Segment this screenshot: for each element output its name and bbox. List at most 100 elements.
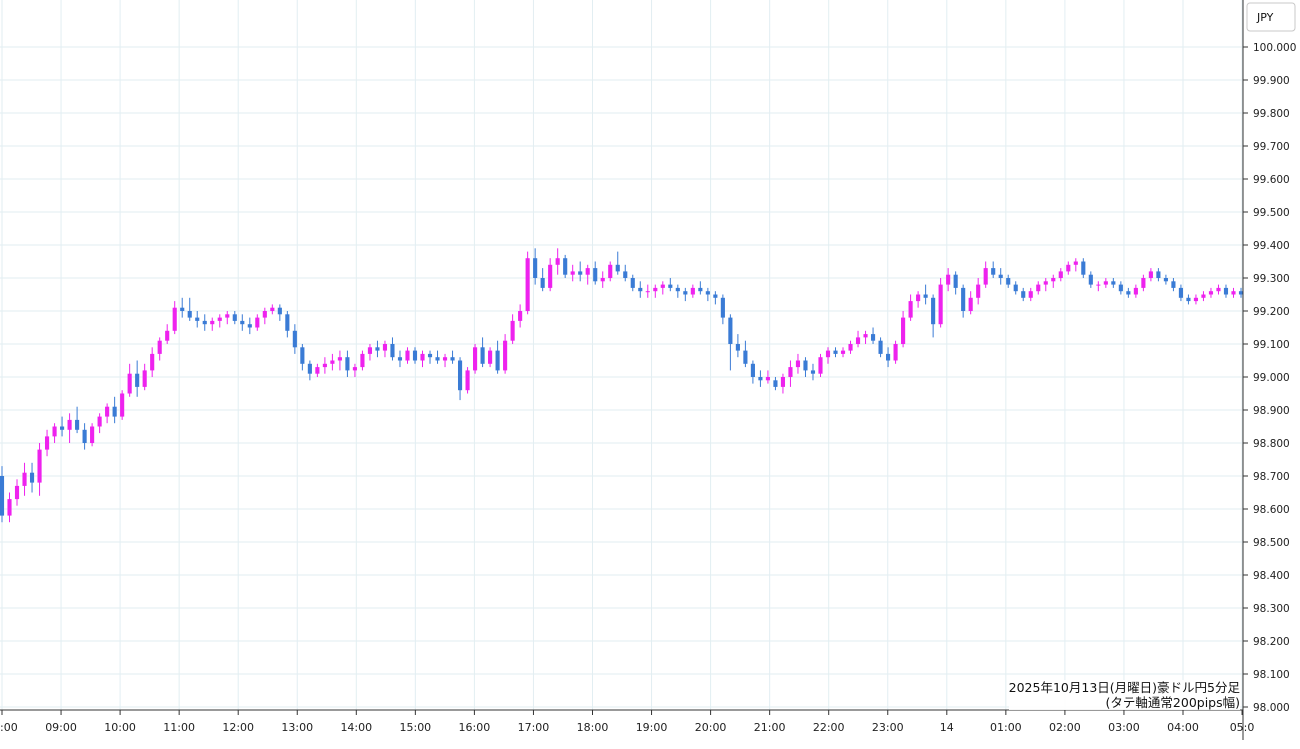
candle-body <box>728 317 733 344</box>
x-tick-label: 16:00 <box>459 721 491 734</box>
candle-body <box>60 426 65 430</box>
candle <box>480 337 485 368</box>
candle-body <box>750 363 755 377</box>
candle-body <box>525 258 530 311</box>
candle-body <box>232 314 237 321</box>
candle <box>878 337 883 358</box>
candle <box>112 396 117 424</box>
candle <box>1073 258 1078 272</box>
candle <box>728 314 733 371</box>
candle-body <box>29 472 35 483</box>
candle-body <box>1216 287 1221 292</box>
candle-body <box>375 347 380 351</box>
candle <box>983 261 988 288</box>
candle-body <box>142 370 147 387</box>
candle-body <box>277 307 282 315</box>
candle <box>330 353 335 371</box>
x-tick-label: 20:00 <box>695 721 727 734</box>
candle-body <box>97 416 102 427</box>
candle <box>52 423 57 443</box>
candle <box>623 264 628 282</box>
candle-body <box>713 294 718 298</box>
candle <box>180 297 185 318</box>
candle <box>953 271 958 295</box>
candle-body <box>150 353 155 371</box>
candle <box>705 287 710 302</box>
candle-body <box>833 350 838 354</box>
candle-body <box>653 287 658 292</box>
y-tick-label: 98.700 <box>1253 471 1290 483</box>
candle <box>1201 291 1206 302</box>
candle-body <box>1201 294 1206 298</box>
candle-body <box>330 360 335 364</box>
candle <box>247 317 252 335</box>
candle <box>465 367 470 394</box>
candle <box>450 350 455 364</box>
candle-body <box>427 353 433 358</box>
candle <box>202 314 207 331</box>
candle <box>1118 281 1123 295</box>
candle <box>1208 287 1214 298</box>
candle <box>991 261 996 278</box>
candle-body <box>1096 284 1101 286</box>
x-tick-label: 10:00 <box>104 721 136 734</box>
candle <box>1178 284 1183 302</box>
candle <box>232 311 237 325</box>
candle <box>1193 294 1199 305</box>
candle-body <box>1081 261 1086 275</box>
x-tick-label: 04:00 <box>1167 721 1199 734</box>
candle-body <box>1156 271 1161 278</box>
candle <box>788 360 793 387</box>
candle <box>165 324 170 344</box>
candle-body <box>563 258 568 275</box>
candle <box>322 357 327 374</box>
candle-body <box>420 353 425 361</box>
candle-body <box>202 320 207 325</box>
candle-body <box>1021 291 1026 298</box>
candle-body <box>780 377 786 387</box>
candle-body <box>135 373 140 387</box>
candle <box>82 423 87 450</box>
candle-body <box>765 377 770 381</box>
candle-body <box>67 419 72 430</box>
candle <box>615 251 620 275</box>
y-tick-label: 98.000 <box>1253 702 1290 714</box>
candle-body <box>217 317 222 321</box>
candle <box>1058 268 1063 282</box>
candle <box>518 304 523 328</box>
candle-body <box>630 278 635 288</box>
candle <box>1216 284 1221 295</box>
currency-badge: JPY <box>1246 2 1296 32</box>
candle <box>773 377 778 391</box>
candle-body <box>1066 264 1071 272</box>
candle <box>525 251 530 315</box>
candle-body <box>743 350 748 364</box>
candle <box>1111 278 1116 288</box>
candle-body <box>1186 297 1191 302</box>
candle <box>225 311 230 325</box>
candle <box>683 287 688 302</box>
candle <box>668 278 673 292</box>
candle <box>803 357 808 377</box>
candle <box>427 350 433 364</box>
candle <box>593 261 598 285</box>
candle <box>1148 268 1153 282</box>
y-tick-label: 98.100 <box>1253 669 1290 681</box>
candle <box>120 390 125 420</box>
candle-body <box>1178 287 1183 298</box>
candle <box>382 340 388 358</box>
candle <box>916 291 921 308</box>
candle-body <box>1171 281 1176 288</box>
candle-body <box>638 287 643 292</box>
y-tick-label: 98.300 <box>1253 603 1290 615</box>
candle <box>345 350 350 377</box>
candle-body <box>1051 278 1056 282</box>
candle <box>690 284 695 298</box>
candle-body <box>991 268 996 275</box>
y-tick-label: 99.100 <box>1253 339 1290 351</box>
candle <box>105 403 110 424</box>
candle-body <box>22 472 27 486</box>
x-tick-label: 21:00 <box>754 721 786 734</box>
candle-body <box>593 268 598 282</box>
y-tick-label: 99.300 <box>1253 273 1290 285</box>
